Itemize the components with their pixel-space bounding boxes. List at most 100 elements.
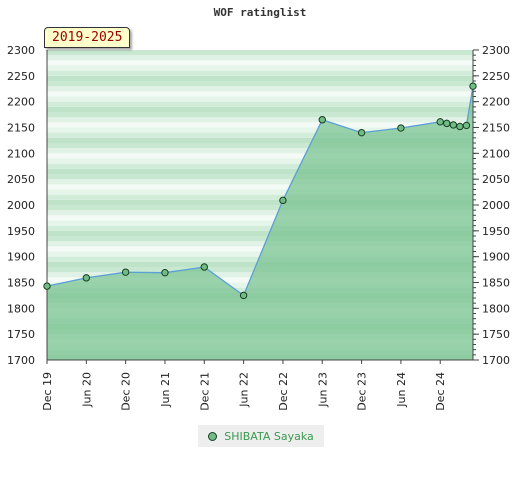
y-tick-label-left: 1750 [7, 328, 35, 341]
data-point [449, 121, 458, 129]
y-axis-left-ticks: 1700 1750 1800 1850 1900 1950 2000 2050 2100 2150… [7, 44, 35, 367]
y-tick-label-right: 1850 [482, 277, 510, 290]
grid-band [47, 96, 473, 102]
grid-band [47, 153, 473, 159]
y-tick-label-right: 1950 [482, 225, 510, 238]
data-point [43, 282, 51, 290]
x-tick-label: Dec 19 [41, 372, 54, 411]
grid-band [47, 143, 473, 149]
grid-band [47, 174, 473, 180]
y-tick-label-right: 2100 [482, 147, 510, 160]
y-tick-label-left: 2200 [7, 96, 35, 109]
grid-band [47, 246, 473, 252]
x-tick-label: Dec 23 [356, 372, 369, 411]
grid-band [47, 225, 473, 231]
grid-band [47, 132, 473, 138]
grid-band [47, 117, 473, 123]
grid-band [47, 230, 473, 236]
x-tick-label: Dec 21 [198, 372, 211, 411]
series-area [47, 86, 473, 360]
chart-title: WOF ratinglist [213, 6, 307, 19]
grid-band [47, 220, 473, 226]
grid-band [47, 215, 473, 221]
x-tick-label: Jun 20 [80, 372, 93, 408]
grid-band [47, 168, 473, 174]
grid-band [47, 60, 473, 66]
data-point [469, 82, 477, 90]
y-tick-label-right: 2250 [482, 70, 510, 83]
grid-band [47, 158, 473, 164]
data-point [161, 268, 169, 277]
y-tick-label-left: 2250 [7, 70, 35, 83]
y-tick-label-left: 2000 [7, 199, 35, 212]
grid-band [47, 210, 473, 216]
grid-band [47, 205, 473, 211]
x-tick-label: Jun 23 [316, 372, 329, 408]
x-tick-label: Dec 20 [120, 372, 133, 411]
x-tick-label: Jun 21 [159, 372, 172, 408]
legend-marker-icon [208, 431, 218, 441]
grid-band [47, 70, 473, 76]
data-point [462, 121, 471, 130]
y-tick-label-left: 1850 [7, 277, 35, 290]
grid-band [47, 55, 473, 61]
grid-band [47, 65, 473, 71]
data-point [239, 291, 248, 300]
y-tick-label-right: 2300 [482, 44, 510, 57]
grid-band [47, 199, 473, 205]
grid-band [47, 236, 473, 242]
grid-band [47, 179, 473, 185]
data-point [318, 116, 326, 124]
data-point [397, 124, 405, 132]
data-point [82, 274, 91, 282]
grid-band [47, 101, 473, 107]
y-tick-label-right: 2000 [482, 199, 510, 212]
y-tick-label-left: 1800 [7, 302, 35, 315]
legend[interactable]: SHIBATA Sayaka [198, 425, 324, 447]
data-point [357, 128, 366, 137]
y-tick-label-left: 1900 [7, 251, 35, 264]
grid-band [47, 137, 473, 143]
y-tick-label-left: 1700 [7, 354, 35, 367]
y-tick-label-right: 2050 [482, 173, 510, 186]
y-tick-label-right: 1750 [482, 328, 510, 341]
grid-band [47, 106, 473, 112]
data-point [443, 119, 451, 128]
y-tick-label-right: 2200 [482, 96, 510, 109]
grid-band [47, 91, 473, 97]
x-tick-label: Dec 22 [277, 372, 290, 411]
grid-band [47, 50, 473, 56]
x-tick-label: Jun 24 [395, 372, 408, 408]
x-tick-label: Dec 24 [434, 372, 447, 411]
grid-band [47, 81, 473, 87]
grid-band [47, 112, 473, 118]
grid-band [47, 86, 473, 92]
grid-band [47, 163, 473, 169]
y-tick-label-right: 1800 [482, 302, 510, 315]
grid-band [47, 241, 473, 247]
data-point [279, 196, 287, 205]
grid-band [47, 127, 473, 133]
x-axis-ticks: Dec 19 Jun 20 Dec 20 Jun 21 Dec 21 Jun 22 Dec … [41, 360, 447, 411]
grid-band [47, 148, 473, 154]
grid-band [47, 194, 473, 200]
period-badge: 2019-2025 [44, 27, 131, 48]
data-point [436, 118, 444, 126]
data-point [121, 268, 130, 276]
y-tick-label-left: 2100 [7, 147, 35, 160]
grid-band [47, 184, 473, 190]
y-tick-label-left: 2300 [7, 44, 35, 57]
y-tick-label-left: 2050 [7, 173, 35, 186]
grid-band [47, 75, 473, 81]
legend-label: SHIBATA Sayaka [224, 429, 314, 443]
data-point [200, 263, 208, 271]
y-axis-right-ticks: 1700 1750 1800 1850 1900 1950 2000 2050 2100 2150… [473, 44, 510, 367]
y-tick-label-left: 1950 [7, 225, 35, 238]
data-point [456, 122, 464, 131]
grid-band [47, 122, 473, 128]
y-tick-label-right: 1900 [482, 251, 510, 264]
data-points [43, 82, 477, 300]
y-tick-label-right: 2150 [482, 122, 510, 135]
grid-band [47, 189, 473, 195]
